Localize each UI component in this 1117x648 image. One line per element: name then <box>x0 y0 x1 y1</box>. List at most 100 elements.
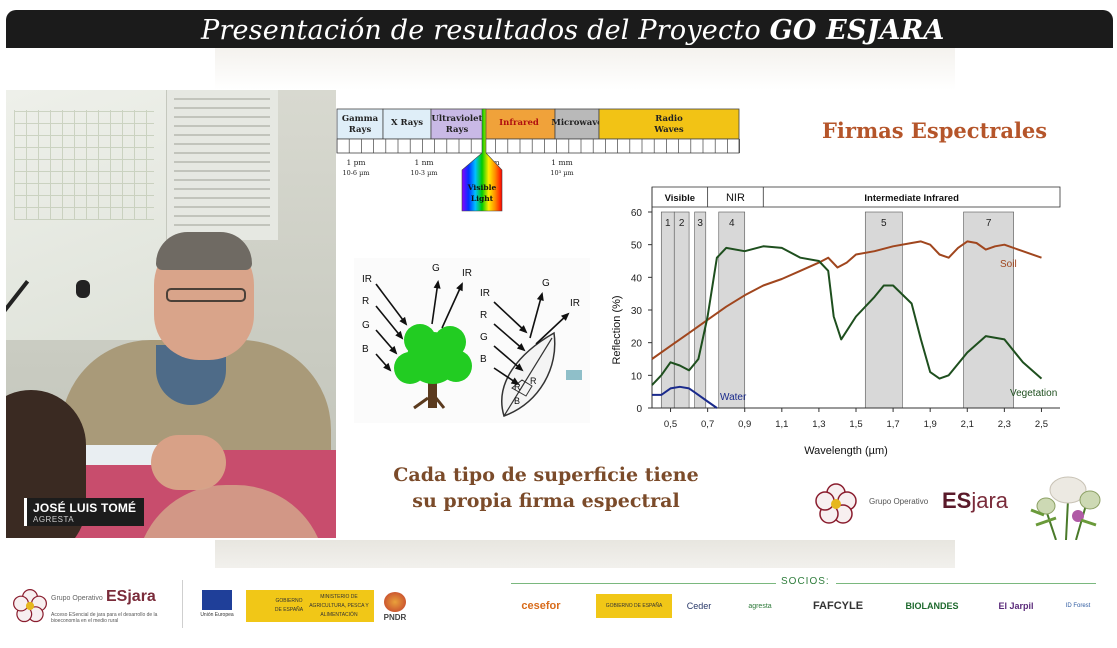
speaker-hands <box>151 435 226 490</box>
chart-x-tick-label: 0,7 <box>701 419 714 430</box>
spectrum-tick-label: 1 mm <box>551 158 572 167</box>
chart-band-label: 7 <box>986 218 992 229</box>
chart-x-tick-label: 1,3 <box>812 419 825 430</box>
chart-series-label: Soil <box>1000 259 1017 270</box>
presentation-title: Presentación de resultados del Proyecto … <box>201 15 945 46</box>
gobierno-logo <box>246 590 374 622</box>
spectrum-tick-label: 1 nm <box>414 158 433 167</box>
leaf-band-label: G <box>542 278 550 289</box>
esjara-logo: Grupo Operativo ESjara <box>814 482 1014 524</box>
footer-go-tagline: Acceso ESencial de jara para el desarrol… <box>51 612 158 624</box>
leaf-band-label: G <box>480 332 488 343</box>
chart-series-vegetation <box>651 245 1043 386</box>
chart-x-tick-label: 2,5 <box>1035 419 1048 430</box>
speaker-hair <box>156 232 252 270</box>
chart-y-tick-label: 10 <box>631 371 643 382</box>
esjara-small-text: Grupo Operativo <box>869 497 929 506</box>
chart-x-tick-label: 0,9 <box>738 419 751 430</box>
chart-y-tick-label: 40 <box>631 273 643 284</box>
chart-band-label: 3 <box>697 218 703 229</box>
footer-divider <box>182 580 183 628</box>
tree-band-label: G <box>362 320 370 331</box>
chart-x-tick-label: 2,1 <box>961 419 974 430</box>
eu-flag-logo <box>202 590 232 610</box>
chart-y-tick-label: 20 <box>631 339 643 350</box>
partner-logo-3: Ceder <box>686 600 712 611</box>
visible-label-2: Light <box>471 194 494 203</box>
spectrum-band-label: Microwave <box>551 118 603 128</box>
tree-band-label: B <box>362 344 369 355</box>
esjara-wordmark: ESjara <box>942 488 1009 513</box>
chart-region-label: NIR <box>726 192 745 204</box>
chart-x-tick-label: 0,5 <box>664 419 677 430</box>
tree-band-label: IR <box>462 268 472 279</box>
chart-x-tick-label: 2,3 <box>998 419 1011 430</box>
partner-logo-1: cesefor <box>521 599 561 612</box>
spectrum-band-label: X Rays <box>391 118 423 128</box>
thistle-plant-image <box>1030 476 1101 540</box>
microphone-icon <box>76 280 90 298</box>
leaf-inner-label: R <box>514 382 521 392</box>
pndr-label: PNDR <box>383 612 407 622</box>
spectrum-tick-label-2: 10-6 µm <box>342 169 369 177</box>
spectrum-band-2: X Rays <box>382 108 432 140</box>
chart-y-axis-label: Reflection (%) <box>611 295 623 364</box>
chart-y-tick-label: 50 <box>631 241 643 252</box>
footer-logos: Grupo Operativo ESjara Acceso ESencial d… <box>6 568 1113 644</box>
chart-region-label: Intermediate Infrared <box>864 193 959 204</box>
tree-band-label: G <box>432 263 440 274</box>
tree-icon <box>394 324 472 410</box>
visible-label: Visible <box>467 183 497 192</box>
spectrum-band-label: Ultraviolet <box>432 114 483 124</box>
spectrum-band-label-2: Rays <box>446 125 469 135</box>
chart-x-tick-label: 1,5 <box>849 419 862 430</box>
speaker-organization: AGRESTA <box>33 515 75 524</box>
gobierno-label: GOBIERNO DE ESPAÑA <box>274 598 304 613</box>
ministry-label: MINISTERIO DE AGRICULTURA, PESCA Y ALIME… <box>309 594 369 618</box>
slide-caption: Cada tipo de superficie tiene su propia … <box>376 462 716 514</box>
video-poster-text <box>174 98 270 228</box>
spectrum-band-label-2: Rays <box>349 125 372 135</box>
visible-light-prism: Visible Light <box>461 108 503 212</box>
chart-x-tick-label: 1,1 <box>775 419 788 430</box>
caption-line-2: su propia firma espectral <box>412 490 680 512</box>
chart-x-tick-label: 1,7 <box>886 419 899 430</box>
chart-series-soil <box>651 240 1042 360</box>
chart-series-water <box>652 385 718 409</box>
chart-band-5: 5 <box>864 211 903 409</box>
spectrum-band-4: Infrared <box>482 108 556 140</box>
chart-y-tick-label: 60 <box>631 208 643 219</box>
slide-title: Firmas Espectrales <box>822 118 1048 143</box>
partner-logo-8: ID Forest <box>1065 602 1091 609</box>
footer-go-small: Grupo Operativo <box>51 595 103 602</box>
chart-series-label: Water <box>720 392 747 403</box>
spectrum-band-label: Radio <box>655 114 683 124</box>
partner-logo-7: El Jarpil <box>998 600 1034 611</box>
chart-band-label: 5 <box>881 218 887 229</box>
chart-y-tick-label: 0 <box>636 404 642 415</box>
chart-band-1: 1 <box>660 211 675 409</box>
spectral-signature-chart: Visible NIR Intermediate Infrared 1 2 3 4 5 7 0 10… <box>611 186 1061 457</box>
partner-logo-2: GOBIERNO DE ESPAÑA <box>596 594 672 618</box>
leaf-icon <box>501 331 556 417</box>
spectrum-tick-label: 1 pm <box>346 158 365 167</box>
background-band-top <box>215 48 955 90</box>
tree-band-label: IR <box>362 274 372 285</box>
partner-logo-6: BIOLANDES <box>905 600 959 611</box>
leaf-inner-label: R <box>530 376 537 386</box>
rockrose-flower-icon <box>815 483 857 524</box>
chart-y-tick-label: 30 <box>631 306 643 317</box>
spectrum-band-5: Microwave <box>551 108 603 140</box>
caption-line-1: Cada tipo de superficie tiene <box>393 464 699 486</box>
footer-go-big: ESjara <box>106 588 156 605</box>
speaker-video[interactable]: JOSÉ LUIS TOMÉ AGRESTA <box>6 90 336 538</box>
spectrum-band-label: Infrared <box>499 118 539 128</box>
chart-band-3: 3 <box>694 211 707 409</box>
chart-band-label: 2 <box>679 218 685 229</box>
